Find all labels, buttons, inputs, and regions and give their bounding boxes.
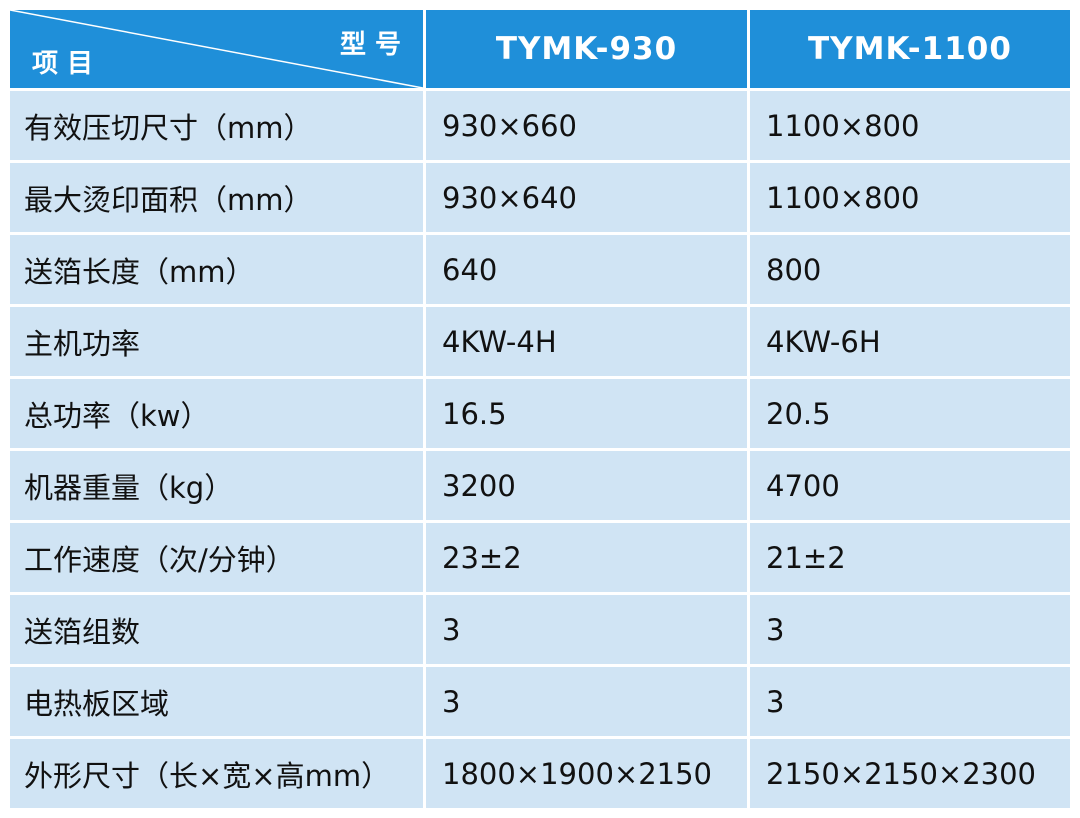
cell-value: 3200 bbox=[426, 451, 747, 520]
corner-cell: 型 号 项 目 bbox=[10, 10, 423, 88]
cell-value: 930×660 bbox=[426, 91, 747, 160]
corner-bottom: 项 目 bbox=[32, 49, 94, 79]
row-label: 最大烫印面积（mm） bbox=[10, 163, 423, 232]
cell-value: 1800×1900×2150 bbox=[426, 739, 747, 808]
cell-value: 1100×800 bbox=[750, 163, 1070, 232]
cell-value: 640 bbox=[426, 235, 747, 304]
cell-value: 3 bbox=[750, 667, 1070, 736]
cell-value: 21±2 bbox=[750, 523, 1070, 592]
cell-value: 930×640 bbox=[426, 163, 747, 232]
cell-value: 1100×800 bbox=[750, 91, 1070, 160]
cell-value: 3 bbox=[750, 595, 1070, 664]
row-label: 外形尺寸（长×宽×高mm） bbox=[10, 739, 423, 808]
spec-table: 型 号 项 目 TYMK-930 TYMK-1100 有效压切尺寸（mm） 930… bbox=[10, 10, 1070, 808]
row-label: 电热板区域 bbox=[10, 667, 423, 736]
cell-value: 800 bbox=[750, 235, 1070, 304]
row-label: 有效压切尺寸（mm） bbox=[10, 91, 423, 160]
row-label: 送箔长度（mm） bbox=[10, 235, 423, 304]
row-label: 主机功率 bbox=[10, 307, 423, 376]
cell-value: 23±2 bbox=[426, 523, 747, 592]
row-label: 送箔组数 bbox=[10, 595, 423, 664]
diagonal bbox=[10, 10, 423, 88]
corner-top: 型 号 bbox=[339, 30, 401, 60]
column-header: TYMK-1100 bbox=[750, 10, 1070, 88]
cell-value: 3 bbox=[426, 667, 747, 736]
cell-value: 4KW-4H bbox=[426, 307, 747, 376]
cell-value: 3 bbox=[426, 595, 747, 664]
row-label: 总功率（kw） bbox=[10, 379, 423, 448]
cell-value: 20.5 bbox=[750, 379, 1070, 448]
row-label: 机器重量（kg） bbox=[10, 451, 423, 520]
cell-value: 4KW-6H bbox=[750, 307, 1070, 376]
row-label: 工作速度（次/分钟） bbox=[10, 523, 423, 592]
cell-value: 4700 bbox=[750, 451, 1070, 520]
column-header: TYMK-930 bbox=[426, 10, 747, 88]
cell-value: 2150×2150×2300 bbox=[750, 739, 1070, 808]
cell-value: 16.5 bbox=[426, 379, 747, 448]
